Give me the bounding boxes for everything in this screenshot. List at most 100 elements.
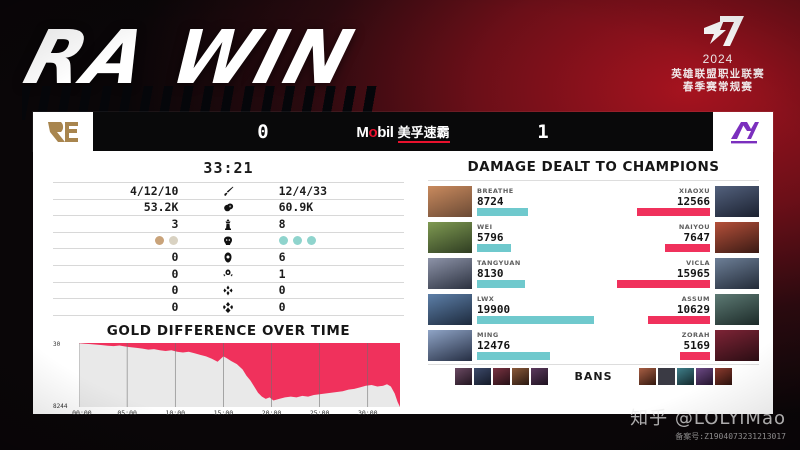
tournament-name-line1: 英雄联盟职业联赛 <box>671 68 765 80</box>
left-stats-column: 33:21 4/12/10 12/4/33 53.2K 60.9K 3 8 0 6 0 1 0 0 0 0… <box>33 151 418 417</box>
player-name: VICLA <box>686 258 710 267</box>
damage-value: 19900 <box>477 302 511 316</box>
sponsor-brand-cn: 美孚速霸 <box>397 125 450 143</box>
x-axis-tick: 10:00 <box>165 408 186 417</box>
damage-row: MING 12476 ZORAH 5169 <box>428 328 759 362</box>
damage-entry-left: MING 12476 <box>428 328 594 362</box>
banned-champion-icon <box>676 368 694 385</box>
damage-info-left: WEI 5796 <box>477 223 594 252</box>
damage-bar-track <box>477 279 594 288</box>
player-name: WEI <box>477 222 493 231</box>
player-name: BREATHE <box>477 186 514 195</box>
damage-row: WEI 5796 NAIYOU 7647 <box>428 220 759 254</box>
x-axis-tick: 15:00 <box>213 408 234 417</box>
stat-value-right: 8 <box>256 215 404 233</box>
herald-icon <box>200 248 257 266</box>
champion-portrait <box>428 293 472 325</box>
damage-bar <box>665 243 710 252</box>
damage-entry-right: XIAOXU 12566 <box>594 184 759 218</box>
stat-value-left: 4/12/10 <box>53 182 201 200</box>
champion-portrait <box>428 257 472 289</box>
player-name: LWX <box>477 294 495 303</box>
dragon-pip <box>169 235 179 245</box>
stat-value-left: 0 <box>53 248 201 266</box>
dragon-pip <box>278 235 288 245</box>
damage-info-left: MING 12476 <box>477 331 594 360</box>
stat-value-right: 0 <box>256 281 404 299</box>
sword-icon <box>200 182 257 200</box>
gold-chart-title: GOLD DIFFERENCE OVER TIME <box>106 322 351 339</box>
damage-bar-track <box>477 243 594 252</box>
x-axis-tick: 05:00 <box>117 408 137 417</box>
damage-bar-track <box>477 351 594 360</box>
stat-value-left: 0 <box>53 281 201 299</box>
x-axis-tick: 25:00 <box>309 408 330 417</box>
gold-difference-chart: 30 8244 <box>53 341 400 410</box>
damage-entry-right: NAIYOU 7647 <box>594 220 759 254</box>
banned-champion-icon <box>695 368 713 385</box>
right-team-score: 1 <box>537 120 549 143</box>
champion-portrait <box>715 293 759 325</box>
damage-entry-left: LWX 19900 <box>428 292 594 326</box>
champion-portrait <box>428 221 472 253</box>
damage-entry-right: VICLA 15965 <box>594 256 759 290</box>
damage-bar-track <box>594 351 710 360</box>
banned-champion-icon <box>512 368 530 385</box>
player-name: XIAOXU <box>678 186 710 195</box>
stat-value-right: 60.9K <box>256 198 404 216</box>
damage-value: 10629 <box>676 302 710 316</box>
stat-value-right: 6 <box>256 248 404 266</box>
damage-bar-track <box>594 207 710 216</box>
champion-portrait <box>428 329 472 361</box>
win-banner: RA WIN <box>16 8 382 120</box>
damage-entry-right: ZORAH 5169 <box>594 328 759 362</box>
damage-row: BREATHE 8724 XIAOXU 12566 <box>428 184 759 218</box>
rare-atom-logo-icon <box>713 112 773 151</box>
stat-value-right <box>256 231 404 249</box>
banned-champion-icon <box>714 368 732 385</box>
stat-value-left: 3 <box>53 215 201 233</box>
damage-bar-track <box>594 279 710 288</box>
damage-bar <box>636 207 710 216</box>
damage-bar-track <box>477 315 594 324</box>
damage-rows: BREATHE 8724 XIAOXU 12566 <box>428 184 759 362</box>
player-name: NAIYOU <box>678 222 710 231</box>
damage-info-left: TANGYUAN 8130 <box>477 259 594 288</box>
damage-bar <box>647 315 710 324</box>
stat-value-left: 0 <box>53 298 201 316</box>
damage-bar-track <box>594 315 710 324</box>
x-axis-tick: 30:00 <box>357 408 378 417</box>
damage-info-right: ASSUM 10629 <box>594 294 710 324</box>
damage-entry-left: BREATHE 8724 <box>428 184 594 218</box>
player-name: TANGYUAN <box>477 258 521 267</box>
gold-chart-x-axis: 00:00 05:00 10:00 15:00 20:00 25:00 30:00 <box>72 408 400 419</box>
damage-info-left: LWX 19900 <box>477 295 594 324</box>
tournament-logo: 2024 英雄联盟职业联赛 春季赛常规赛 <box>654 14 782 94</box>
damage-column: DAMAGE DEALT TO CHAMPIONS BREATHE 8724 X… <box>418 151 773 414</box>
damage-info-right: ZORAH 5169 <box>594 331 711 360</box>
banned-champion-icon <box>455 368 473 385</box>
damage-row: LWX 19900 ASSUM 10629 <box>428 292 759 326</box>
tower-icon <box>200 215 257 233</box>
gold-chart-plot-area <box>79 342 400 407</box>
x-axis-tick: 00:00 <box>72 408 92 417</box>
stat-value-left: 53.2K <box>53 198 201 216</box>
damage-bar <box>477 243 511 252</box>
stat-value-right: 0 <box>256 298 404 316</box>
player-name: ASSUM <box>681 294 710 303</box>
damage-row: TANGYUAN 8130 VICLA 15965 <box>428 256 759 290</box>
banned-champion-icon <box>531 368 549 385</box>
stat-value-right: 12/4/33 <box>256 182 404 200</box>
tournament-year: 2024 <box>702 52 734 66</box>
rng-logo-icon <box>33 112 93 151</box>
damage-info-right: XIAOXU 12566 <box>594 186 710 216</box>
damage-info-left: BREATHE 8724 <box>477 187 594 216</box>
scoreboard: 0 Mobil 美孚速霸 1 <box>33 112 773 151</box>
damage-value: 5169 <box>683 338 711 352</box>
sponsor-brand: Mobil <box>356 123 394 141</box>
damage-bar <box>679 351 710 360</box>
gold-chart-ymin-label: 8244 <box>53 402 68 410</box>
sponsor-logo: Mobil 美孚速霸 <box>323 122 483 143</box>
